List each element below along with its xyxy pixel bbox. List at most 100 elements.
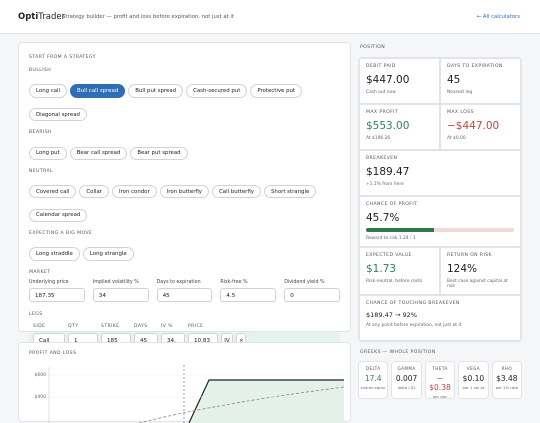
stat-note: At $196.26: [366, 136, 391, 141]
strategy-pill[interactable]: Long call: [29, 84, 68, 98]
field-input[interactable]: 187.35: [29, 287, 85, 302]
field-input[interactable]: 0: [284, 287, 340, 302]
greek-label: THETA: [432, 366, 448, 371]
column-header: IV %: [161, 323, 173, 329]
field: Days to expiration 45: [156, 279, 213, 302]
stat-label: CHANCE OF PROFIT: [366, 202, 418, 207]
stat-value: $553.00: [366, 120, 410, 132]
chart-title: PROFIT AND LOSS: [29, 351, 77, 356]
stat-label: DEBIT PAID: [366, 64, 396, 69]
stat-value: 45.7%: [366, 212, 400, 224]
field: Underlying price 187.35: [29, 280, 85, 302]
greek-note: per 1 vol pt: [462, 385, 485, 390]
greek-value: $0.10: [462, 374, 485, 383]
greek-note: per 1% rate: [495, 385, 519, 390]
legs-label: LEGS: [29, 311, 43, 317]
field: Risk-free % 4.5: [220, 279, 277, 302]
progress-fill: [366, 228, 434, 232]
greek-card: THETA −$0.38 per day: [424, 361, 456, 399]
stat-card: CHANCE OF PROFIT 45.7% Reward to risk 1.24…: [359, 196, 521, 247]
card-row: EXPECTED VALUE $1.73 Risk-neutral, before …: [359, 246, 521, 295]
greek-card: RHO $3.48 per 1% rate: [491, 361, 523, 399]
market-fields: Underlying price 187.35 Implied volatility…: [29, 280, 340, 302]
stat-value: $189.47 → 92%: [366, 310, 417, 319]
strategy-pill[interactable]: Long put: [29, 146, 67, 160]
pnl-chart: $600 $400: [35, 365, 345, 423]
position-title: POSITION: [360, 45, 386, 50]
field-label: Days to expiration: [156, 279, 201, 285]
field: Dividend yield % 0: [284, 280, 340, 302]
y-label: $400: [35, 394, 47, 400]
stat-note: At $0.00: [447, 136, 466, 141]
strategy-pill[interactable]: Iron butterfly: [159, 185, 210, 199]
greek-label: DELTA: [365, 366, 381, 371]
greek-value: 17.4: [364, 374, 382, 383]
greek-value: 0.007: [395, 374, 418, 383]
strategy-pill[interactable]: Diagonal spread: [29, 108, 87, 122]
stat-value: $1.73: [366, 262, 397, 275]
strategy-pill[interactable]: Bull call spread: [70, 84, 126, 98]
greek-card: VEGA $0.10 per 1 vol pt: [458, 361, 489, 399]
field: Implied volatility % 34: [92, 280, 149, 302]
stat-note: Best case against capital at risk: [447, 278, 508, 289]
greeks-title: GREEKS — WHOLE POSITION: [360, 350, 436, 355]
stat-card: DEBIT PAID $447.00 Cash out now: [359, 58, 440, 104]
stat-card: RETURN ON RISK 124% Best case against capi…: [440, 246, 521, 295]
strategy-pill[interactable]: Long straddle: [29, 247, 80, 261]
page: OptiTrader Strategy builder — profit and…: [0, 12, 540, 423]
back-link[interactable]: ← All calculators: [476, 14, 520, 20]
strategy-pill[interactable]: Bear put spread: [130, 146, 188, 160]
greek-label: RHO: [501, 366, 513, 371]
position-panel: POSITION DEBIT PAID $447.00 Cash out now DAY…: [358, 42, 522, 342]
greek-note: shares equiv.: [360, 385, 386, 390]
card-row: MAX PROFIT $553.00 At $196.26 MAX LOSS −$447…: [359, 104, 521, 150]
stat-note: Risk-neutral, before costs: [366, 278, 423, 284]
stat-label: MAX PROFIT: [366, 110, 399, 115]
stat-note: +1.1% from here: [366, 182, 404, 187]
card-row: BREAKEVEN $189.47 +1.1% from here: [359, 150, 521, 196]
stat-note: Reward to risk 1.24 : 1: [366, 235, 416, 241]
strategy-pill[interactable]: Bull put spread: [128, 84, 184, 98]
stat-value: $189.47: [366, 166, 410, 178]
field-input[interactable]: 45: [156, 287, 213, 302]
field-input[interactable]: 4.5: [220, 287, 277, 302]
stat-label: EXPECTED VALUE: [366, 252, 412, 258]
section-title: START FROM A STRATEGY: [29, 55, 96, 60]
greek-label: VEGA: [466, 366, 481, 371]
greek-card: DELTA 17.4 shares equiv.: [358, 361, 389, 399]
stat-card: BREAKEVEN $189.47 +1.1% from here: [359, 150, 521, 196]
logo: OptiTrader: [18, 12, 65, 22]
strategy-pill[interactable]: Covered call: [29, 185, 77, 199]
position-cards: DEBIT PAID $447.00 Cash out now DAYS TO EXP…: [358, 57, 522, 342]
strategy-pill[interactable]: Protective put: [250, 84, 303, 98]
stat-label: RETURN ON RISK: [447, 252, 492, 258]
stat-value: −$447.00: [447, 120, 500, 132]
greek-value: −$0.38: [429, 374, 451, 392]
strategy-pill[interactable]: Bear call spread: [69, 146, 128, 160]
strategy-pill[interactable]: Cash-secured put: [186, 84, 248, 98]
stat-note: Nearest leg: [447, 90, 473, 95]
greek-note: per day: [432, 394, 448, 399]
stat-card: MAX LOSS −$447.00 At $0.00: [440, 104, 521, 150]
y-label: $600: [35, 372, 47, 378]
strategy-pill[interactable]: Call butterfly: [212, 185, 261, 199]
stat-label: DAYS TO EXPIRATION: [447, 64, 503, 69]
logo-rest: Trader: [38, 12, 66, 22]
stat-note: At any point before expiration, not just…: [366, 322, 462, 328]
field-input[interactable]: 34: [92, 287, 149, 302]
strategy-pill[interactable]: Calendar spread: [29, 208, 88, 222]
legs-header: SIDE QTY STRIKE DAYS IV % PRICE: [29, 324, 340, 329]
pill-row: Long put Bear call spread Bear put spread: [29, 139, 340, 163]
progress-track: [366, 228, 514, 232]
column-header: QTY: [68, 323, 79, 329]
stat-card: EXPECTED VALUE $1.73 Risk-neutral, before …: [359, 246, 440, 295]
strategy-pill[interactable]: Iron condor: [111, 185, 157, 199]
stat-note: Cash out now: [366, 90, 396, 95]
strategy-pill[interactable]: Collar: [79, 185, 109, 199]
column-header: STRIKE: [101, 323, 120, 329]
stat-card: DAYS TO EXPIRATION 45 Nearest leg: [440, 58, 521, 104]
strategy-pill[interactable]: Long strangle: [82, 247, 134, 261]
strategy-pill[interactable]: Short strangle: [263, 185, 317, 199]
field-label: Risk-free %: [220, 279, 248, 285]
card-row: CHANCE OF TOUCHING BREAKEVEN $189.47 → 92…: [359, 294, 521, 341]
